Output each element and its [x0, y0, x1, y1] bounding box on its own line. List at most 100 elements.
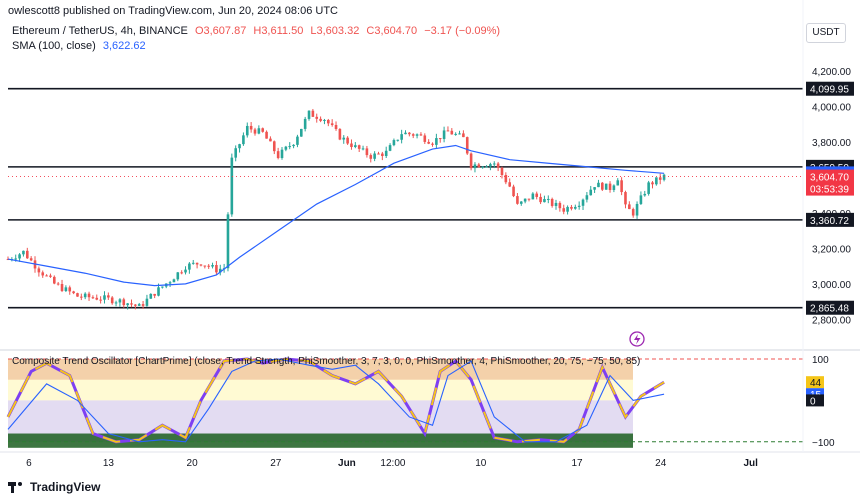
- price-tick-label: 4,200.00: [812, 67, 851, 78]
- tradingview-logo[interactable]: TradingView: [8, 480, 100, 494]
- level-price-tag: [806, 81, 854, 96]
- candle-body: [242, 135, 245, 145]
- ohlc-open: O3,607.87: [194, 25, 247, 37]
- candle-body: [620, 180, 623, 193]
- price-tick-label: 3,000.00: [812, 280, 851, 291]
- price-tick-label: 4,000.00: [812, 102, 851, 113]
- candle-body: [261, 128, 265, 132]
- candle-body: [373, 153, 376, 159]
- countdown-label: 03:53:39: [810, 185, 849, 196]
- sma-value: 3,622.62: [102, 40, 146, 52]
- currency-button[interactable]: USDT: [806, 23, 846, 43]
- candle-body: [357, 145, 361, 149]
- candle-body: [330, 123, 334, 125]
- candle-body: [631, 209, 635, 216]
- candle-body: [369, 155, 373, 159]
- candle-body: [377, 153, 380, 155]
- candle-body: [647, 182, 650, 194]
- candle-body: [203, 265, 207, 267]
- candle-body: [49, 275, 52, 277]
- candle-body: [83, 293, 87, 298]
- candle-body: [593, 187, 596, 190]
- candle-body: [296, 136, 299, 145]
- candle-body: [68, 287, 72, 292]
- candle-body: [450, 130, 454, 135]
- candle-body: [211, 265, 214, 267]
- osc-slow-line: [7, 358, 665, 443]
- candle-body: [110, 297, 114, 304]
- time-tick-label: Jun: [338, 458, 356, 469]
- osc-axis-label: 100: [812, 355, 829, 366]
- candle-body: [489, 164, 492, 167]
- candle-body: [292, 144, 295, 147]
- candle-body: [411, 134, 415, 136]
- price-tick-label: 2,800.00: [812, 315, 851, 326]
- tradingview-logo-text: TradingView: [30, 480, 101, 494]
- level-price-tag: [806, 212, 854, 227]
- osc-oversold-band: [8, 433, 633, 448]
- candle-body: [76, 293, 79, 297]
- candle-body: [384, 150, 388, 157]
- osc-upper-fill: [8, 359, 633, 401]
- candle-body: [188, 263, 191, 270]
- price-axis[interactable]: 4,200.004,000.003,800.003,400.003,200.00…: [802, 0, 854, 452]
- level-price-label: 2,865.48: [810, 304, 849, 315]
- tradingview-logo-icon: [8, 481, 24, 493]
- candle-body: [18, 254, 21, 259]
- candle-body: [469, 153, 473, 169]
- candle-body: [655, 177, 658, 185]
- candle-body: [442, 130, 446, 139]
- price-tick-label: 3,200.00: [812, 244, 851, 255]
- ohlc-low: L3,603.32: [310, 25, 360, 37]
- candle-body: [103, 295, 106, 300]
- time-axis[interactable]: 6 13 20 27 Jun 12:00 10 17 24 Jul: [0, 451, 860, 469]
- candle-body: [141, 304, 145, 306]
- candle-body: [276, 151, 280, 159]
- candle-body: [327, 119, 330, 124]
- candle-body: [249, 125, 253, 130]
- candle-body: [597, 182, 600, 188]
- candle-body: [581, 199, 585, 206]
- candle-body: [180, 272, 183, 274]
- candle-body: [234, 148, 237, 158]
- sma-label[interactable]: SMA (100, close): [12, 40, 96, 52]
- candle-body: [114, 302, 118, 304]
- candle-body: [589, 189, 593, 196]
- candle-body: [427, 141, 430, 144]
- candle-body: [157, 287, 160, 296]
- time-tick-label: 24: [655, 458, 667, 469]
- osc-title: Composite Trend Oscillator [ChartPrime] …: [12, 356, 640, 367]
- lightning-icon[interactable]: [629, 331, 645, 347]
- candle-body: [658, 177, 662, 180]
- candle-body: [22, 250, 25, 255]
- candle-body: [415, 134, 419, 136]
- oscillator-pane[interactable]: Composite Trend Oscillator [ChartPrime] …: [6, 356, 803, 448]
- candle-body: [419, 134, 423, 136]
- candle-body: [172, 279, 176, 283]
- ohlc-close: C3,604.70: [366, 25, 418, 37]
- candle-body: [628, 204, 631, 210]
- time-tick-label: 20: [187, 458, 199, 469]
- candle-body: [218, 268, 222, 273]
- symbol-legend: Ethereum / TetherUS, 4h, BINANCE O3,607.…: [12, 25, 504, 37]
- candle-body: [651, 182, 654, 185]
- candle-body: [350, 143, 353, 148]
- last-price-tag: [806, 169, 854, 196]
- price-pane[interactable]: [0, 87, 860, 351]
- osc-value-label: 0: [810, 396, 816, 407]
- candle-body: [604, 183, 608, 190]
- symbol-title[interactable]: Ethereum / TetherUS, 4h, BINANCE: [12, 25, 188, 37]
- level-price-label: 4,099.95: [810, 85, 849, 96]
- candle-body: [269, 138, 272, 142]
- candle-body: [431, 143, 434, 145]
- level-price-tag: [806, 300, 854, 315]
- time-tick-label: 17: [571, 458, 583, 469]
- candle-body: [87, 293, 91, 298]
- candle-body: [245, 125, 249, 136]
- candle-body: [122, 299, 126, 306]
- candle-body: [226, 214, 230, 269]
- candle-body: [257, 128, 261, 134]
- time-tick-label: 6: [26, 458, 32, 469]
